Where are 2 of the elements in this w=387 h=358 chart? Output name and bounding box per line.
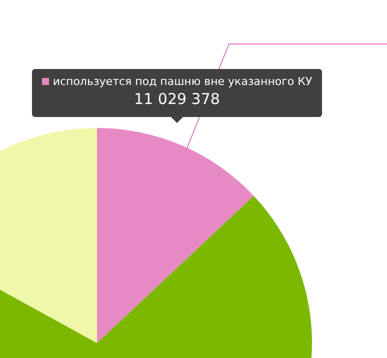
tooltip-box: используется под пашню вне указанного КУ 11 029 378 <box>32 69 322 117</box>
legend-label: используется под пашню вне указанного КУ <box>52 75 314 88</box>
